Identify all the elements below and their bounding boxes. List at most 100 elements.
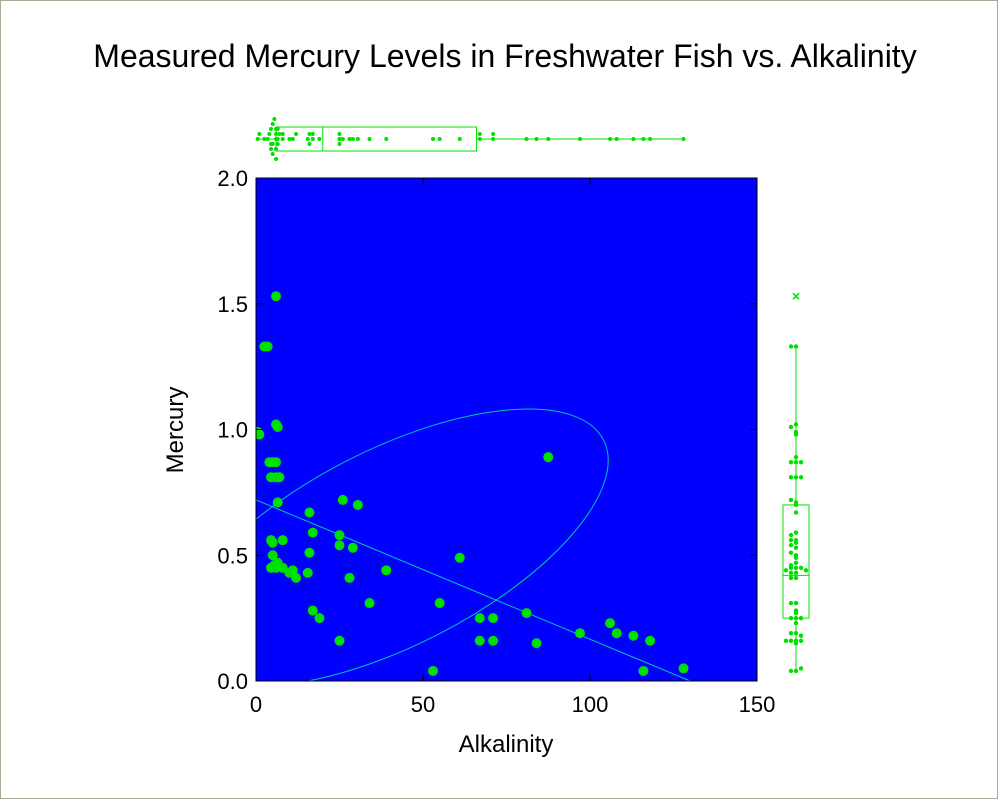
data-point xyxy=(262,341,273,352)
data-point xyxy=(267,537,278,548)
x-box-dot xyxy=(491,132,496,136)
x-box-dot xyxy=(337,142,342,146)
data-point xyxy=(307,527,318,538)
x-box-dot xyxy=(457,137,462,141)
x-box-dot xyxy=(277,132,282,136)
data-point xyxy=(521,608,532,619)
x-box-dot xyxy=(648,137,653,141)
y-tick-label: 1.0 xyxy=(217,418,248,443)
overlay-layer xyxy=(256,408,691,681)
x-box-dot xyxy=(310,132,315,136)
x-box-dot xyxy=(524,137,529,141)
y-tick-label: 0.5 xyxy=(217,543,248,568)
data-point xyxy=(307,605,318,616)
y-box-dot xyxy=(793,570,799,576)
data-point xyxy=(352,499,363,510)
y-box-dot xyxy=(788,565,794,571)
x-box-dot xyxy=(287,137,292,141)
x-box-dot xyxy=(477,137,482,141)
data-point xyxy=(488,635,499,646)
y-box-dot xyxy=(793,668,799,674)
plot-area xyxy=(256,178,757,681)
y-box-dot xyxy=(788,424,794,430)
x-box-dot xyxy=(269,142,274,146)
x-tick-label: 100 xyxy=(572,692,609,717)
x-box-dot xyxy=(337,132,342,136)
axes: 0 50 100 150 0.0 0.5 1.0 1.5 2.0 xyxy=(217,166,775,717)
x-box-dot xyxy=(546,137,551,141)
regression-line xyxy=(256,499,691,681)
x-box-dot xyxy=(274,147,279,151)
x-box-dot xyxy=(347,137,352,141)
x-box-dot xyxy=(275,127,280,131)
data-point xyxy=(291,572,302,583)
x-box-dot xyxy=(272,117,277,121)
y-box-dot xyxy=(788,459,794,465)
x-box-dot xyxy=(534,137,539,141)
y-tick-label: 0.0 xyxy=(217,669,248,694)
data-point xyxy=(304,547,315,558)
x-boxplot xyxy=(255,117,686,161)
outlier-mark xyxy=(792,292,800,300)
x-box-dot xyxy=(367,137,372,141)
y-axis-label: Mercury xyxy=(162,387,189,474)
x-axis-label: Alkalinity xyxy=(459,731,554,758)
x-box-dot xyxy=(608,137,613,141)
x-box-dot xyxy=(275,142,280,146)
x-box-dot xyxy=(270,152,275,156)
x-box-dot xyxy=(307,142,312,146)
x-box-dot xyxy=(477,132,482,136)
y-box-outlier xyxy=(792,292,800,300)
x-box-dot xyxy=(255,137,260,141)
data-point xyxy=(638,665,649,676)
x-box-dot xyxy=(340,137,345,141)
y-box-dot xyxy=(788,575,794,581)
data-point xyxy=(645,635,656,646)
y-box-dot xyxy=(788,475,794,480)
x-box-dot xyxy=(269,127,274,131)
data-point xyxy=(334,635,345,646)
y-box-dot xyxy=(788,668,794,674)
y-box-dot xyxy=(793,432,799,437)
data-point xyxy=(381,565,392,576)
data-point xyxy=(678,663,689,674)
y-box-dot xyxy=(793,631,799,636)
x-tick-label: 50 xyxy=(411,692,435,717)
x-box-dot xyxy=(437,137,442,141)
data-point xyxy=(277,535,288,546)
y-box-dot xyxy=(793,641,799,646)
y-box-dot xyxy=(793,575,799,581)
y-box-dot xyxy=(788,615,794,621)
chart-title: Measured Mercury Levels in Freshwater Fi… xyxy=(93,38,916,74)
data-point xyxy=(488,613,499,624)
data-point xyxy=(454,552,465,563)
x-box-dot xyxy=(337,137,342,141)
data-point xyxy=(428,665,439,676)
y-box-dot xyxy=(793,610,799,616)
y-box-dot xyxy=(788,631,794,636)
x-box-dot xyxy=(290,137,295,141)
y-box-dot xyxy=(798,638,804,643)
x-box-dot xyxy=(317,137,322,141)
y-box-dot xyxy=(788,638,794,643)
data-point xyxy=(272,497,283,508)
data-point xyxy=(574,628,585,639)
y-box-dot xyxy=(793,565,799,571)
data-point xyxy=(272,421,283,432)
data-point xyxy=(287,565,298,576)
y-box-dot xyxy=(783,638,789,643)
y-box-dot xyxy=(798,666,804,671)
x-box-dot xyxy=(350,137,355,141)
y-box-dot xyxy=(788,497,794,503)
y-box-dot xyxy=(798,633,804,638)
y-box-dot xyxy=(788,344,794,349)
data-point xyxy=(474,635,485,646)
x-box-dot xyxy=(384,137,389,141)
x-box-dot xyxy=(275,137,280,141)
x-box-dot xyxy=(355,137,360,141)
data-point xyxy=(337,494,348,505)
y-box-dot xyxy=(788,600,794,606)
y-box-dot xyxy=(798,565,804,571)
data-point xyxy=(304,507,315,518)
